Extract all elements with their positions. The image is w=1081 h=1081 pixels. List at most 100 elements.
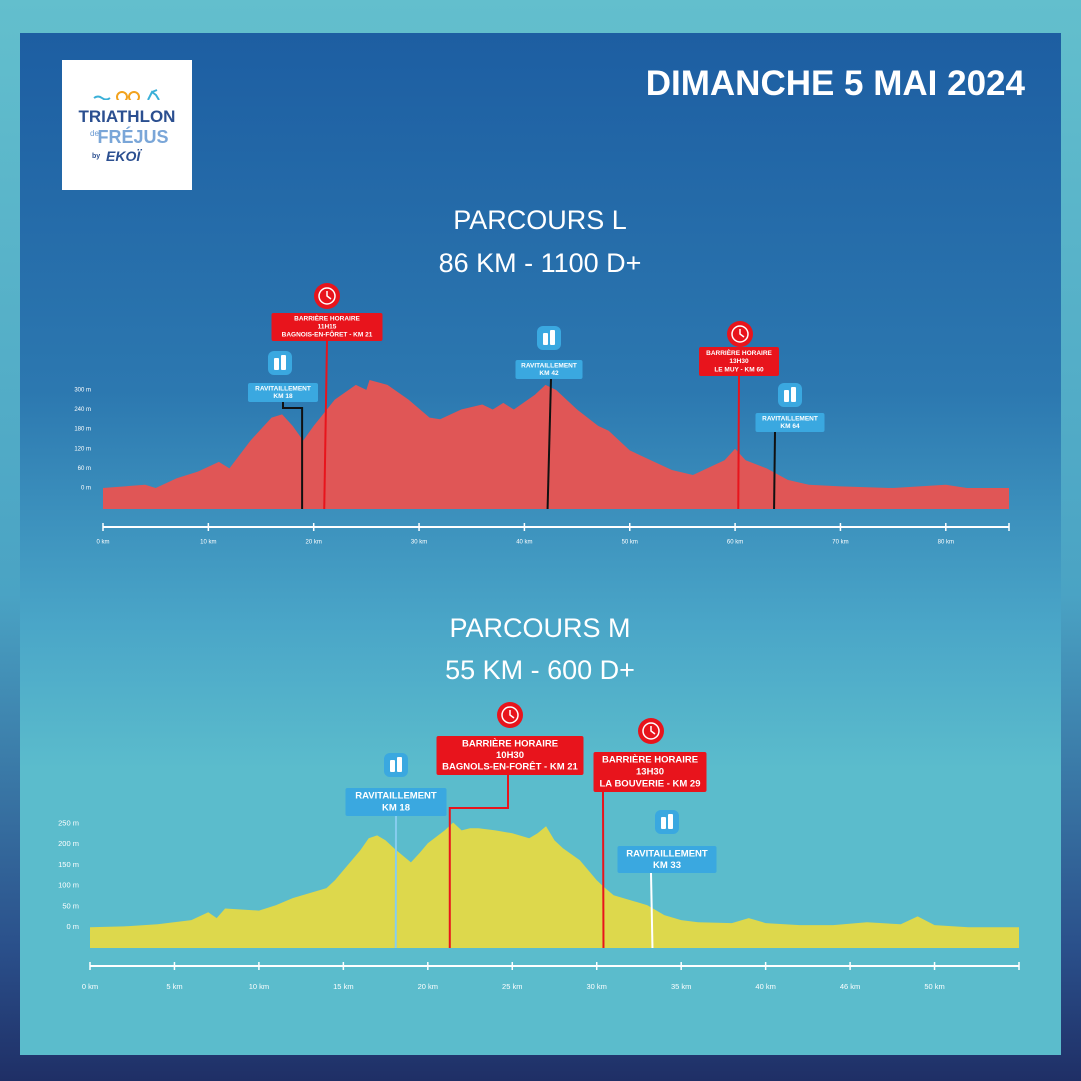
y-tick-label: 50 m — [62, 901, 79, 910]
marker-text: BAGNOLS-EN-FORÊT - KM 21 — [442, 761, 578, 773]
marker-line — [650, 872, 654, 949]
bottle — [543, 333, 548, 345]
bottle — [550, 330, 555, 345]
elevation-area — [103, 380, 1009, 509]
clock-face — [731, 325, 749, 343]
bottle-icon — [537, 326, 561, 350]
bottle — [390, 760, 395, 772]
marker-text: 13H30 — [729, 358, 749, 365]
marker-box — [755, 413, 825, 432]
marker-box — [345, 788, 447, 816]
marker-text: LA BOUVERIE - KM 29 — [600, 779, 701, 790]
marker-text: KM 33 — [653, 860, 681, 871]
marker-text: KM 18 — [382, 803, 410, 814]
x-tick-label: 30 km — [411, 540, 427, 546]
bottle — [784, 390, 789, 402]
clock-hands — [326, 291, 332, 300]
marker-text: BARRIÈRE HORAIRE — [602, 755, 698, 766]
clock-face — [318, 287, 336, 305]
x-tick-label: 50 km — [924, 982, 944, 991]
bottle — [668, 814, 673, 829]
marker-line — [773, 431, 776, 510]
marker-box — [436, 736, 584, 775]
marker-box — [271, 313, 383, 341]
chart-title: PARCOURS M — [449, 613, 630, 643]
marker-text: 13H30 — [636, 767, 664, 778]
chart-subtitle: 55 KM - 600 D+ — [445, 655, 635, 685]
x-tick-label: 0 km — [82, 982, 98, 991]
x-tick-label: 70 km — [832, 540, 848, 546]
y-tick-label: 200 m — [58, 839, 79, 848]
y-tick-label: 60 m — [78, 466, 91, 472]
marker-text: RAVITAILLEMENT — [355, 791, 437, 802]
marker-box — [699, 347, 779, 376]
x-tick-label: 5 km — [166, 982, 182, 991]
marker-text: BARRIÈRE HORAIRE — [462, 738, 558, 749]
logo-text: de — [90, 129, 99, 138]
x-tick-label: 25 km — [502, 982, 522, 991]
marker-text: KM 42 — [539, 370, 559, 377]
logo-text: EKOÏ — [106, 148, 141, 164]
marker-line — [737, 375, 740, 510]
x-tick-label: 46 km — [840, 982, 860, 991]
marker-text: RAVITAILLEMENT — [255, 385, 311, 392]
marker-line — [546, 378, 552, 510]
marker-text: RAVITAILLEMENT — [626, 848, 708, 859]
marker-line — [323, 340, 328, 510]
x-tick-label: 20 km — [306, 540, 322, 546]
clock-face — [501, 706, 519, 724]
x-tick-label: 40 km — [516, 540, 532, 546]
date: DIMANCHE 5 MAI 2024 — [645, 64, 1025, 103]
y-tick-label: 250 m — [58, 818, 79, 827]
bottle-icon — [268, 351, 292, 375]
marker-text: BARRIÈRE HORAIRE — [706, 348, 772, 357]
bottle — [661, 817, 666, 829]
bottle — [281, 355, 286, 370]
logo: TRIATHLON de FRÉJUS by EKOÏ — [62, 60, 192, 190]
y-tick-label: 100 m — [58, 881, 79, 890]
marker-line — [282, 402, 304, 509]
x-tick-label: 60 km — [727, 540, 743, 546]
x-tick-label: 15 km — [333, 982, 353, 991]
marker-line — [448, 775, 509, 948]
bottle-icon — [384, 753, 408, 777]
x-tick-label: 50 km — [622, 540, 638, 546]
x-tick-label: 10 km — [249, 982, 269, 991]
bottle — [791, 387, 796, 402]
y-tick-label: 0 m — [66, 922, 79, 931]
x-tick-label: 0 km — [96, 540, 109, 546]
marker-text: RAVITAILLEMENT — [762, 415, 818, 422]
x-tick-label: 20 km — [418, 982, 438, 991]
marker-text: KM 64 — [780, 423, 800, 430]
chart-title: PARCOURS L — [453, 205, 627, 235]
x-tick-label: 35 km — [671, 982, 691, 991]
bottle — [274, 358, 279, 370]
marker-text: BARRIÈRE HORAIRE — [294, 314, 360, 323]
marker-text: 10H30 — [496, 750, 524, 761]
x-tick-label: 10 km — [200, 540, 216, 546]
marker-box — [515, 360, 583, 379]
clock-hands — [739, 329, 745, 338]
bottle-icon — [655, 810, 679, 834]
marker-box — [617, 846, 717, 873]
logo-icons — [93, 89, 160, 100]
y-tick-label: 120 m — [74, 446, 91, 452]
y-tick-label: 240 m — [74, 407, 91, 413]
bottle — [397, 757, 402, 772]
bottle-icon — [778, 383, 802, 407]
y-tick-label: 0 m — [81, 486, 91, 492]
x-tick-label: 30 km — [587, 982, 607, 991]
x-tick-label: 40 km — [755, 982, 775, 991]
y-tick-label: 180 m — [74, 427, 91, 433]
marker-text: LE MUY - KM 60 — [714, 367, 764, 374]
chart-subtitle: 86 KM - 1100 D+ — [439, 248, 642, 278]
clock-hands — [650, 726, 656, 735]
logo-text: TRIATHLON — [78, 107, 176, 126]
logo-text: by — [92, 153, 101, 160]
clock-face — [642, 722, 660, 740]
logo-text: FRÉJUS — [97, 127, 169, 147]
y-tick-label: 150 m — [58, 860, 79, 869]
marker-text: KM 18 — [273, 393, 293, 400]
